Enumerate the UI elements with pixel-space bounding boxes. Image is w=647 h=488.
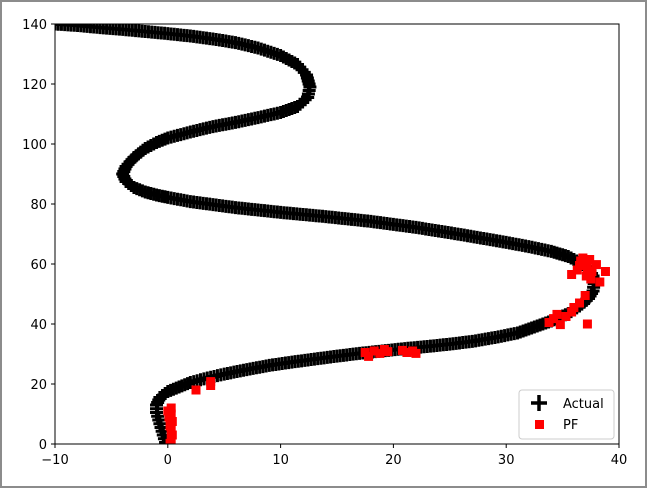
pf-marker	[585, 255, 595, 264]
pf-marker	[600, 267, 610, 276]
plot-area	[55, 24, 619, 444]
legend-pf-label: PF	[563, 418, 578, 433]
y-tick-label: 140	[22, 18, 47, 33]
pf-marker	[364, 351, 374, 361]
legend-actual-label: Actual	[563, 397, 604, 412]
pf-marker	[402, 348, 412, 357]
pf-marker	[369, 346, 379, 356]
pf-marker	[544, 318, 554, 327]
pf-marker	[591, 260, 601, 270]
pf-marker	[206, 377, 216, 387]
legend-actual-marker	[531, 395, 547, 411]
pf-marker	[587, 267, 597, 276]
y-tick-label: 100	[22, 138, 47, 153]
plot-marks	[55, 24, 610, 444]
y-tick-label: 120	[22, 78, 47, 93]
x-tick-label: 30	[498, 453, 515, 468]
legend-pf-marker	[535, 420, 544, 429]
pf-marker	[383, 347, 393, 357]
y-tick-label: 40	[30, 318, 47, 333]
pf-marker	[555, 320, 565, 330]
pf-marker	[586, 274, 596, 284]
pf-marker	[582, 262, 592, 272]
x-tick-label: −10	[41, 453, 68, 468]
x-tick-label: 0	[164, 453, 172, 468]
x-tick-label: 10	[272, 453, 289, 468]
pf-marker	[191, 385, 201, 395]
pf-marker	[166, 403, 176, 413]
y-tick-label: 0	[39, 438, 47, 453]
pf-marker	[561, 312, 571, 321]
pf-marker	[581, 271, 591, 281]
legend: Actual PF	[518, 389, 615, 440]
pf-marker	[595, 277, 605, 287]
x-tick-label: 20	[385, 453, 402, 468]
pf-marker	[569, 303, 579, 312]
y-tick-label: 20	[30, 378, 47, 393]
pf-marker	[552, 309, 562, 319]
y-tick-label: 60	[30, 258, 47, 273]
pf-marker	[567, 270, 577, 279]
x-tick-label: 40	[611, 453, 628, 468]
axes-frame	[54, 23, 620, 445]
pf-marker	[575, 298, 585, 308]
pf-marker	[375, 348, 385, 358]
y-tick-label: 80	[30, 198, 47, 213]
pf-marker	[582, 319, 592, 329]
pf-marker	[411, 348, 421, 358]
pf-marker	[580, 291, 590, 300]
pf-marker	[397, 345, 407, 355]
